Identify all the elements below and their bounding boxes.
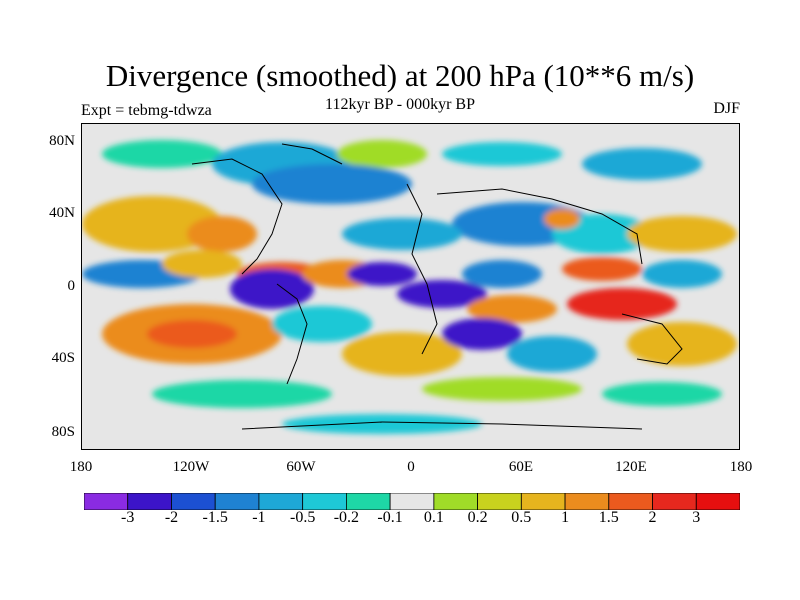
colorbar-label: 2 — [648, 509, 657, 526]
colorbar-swatch — [345, 493, 391, 510]
lon-tick-180w: 180 — [69, 459, 93, 475]
colorbar-label: 1 — [561, 509, 570, 526]
colorbar-swatch — [608, 493, 653, 510]
lon-tick-120e: 120E — [615, 459, 647, 475]
map-panel — [81, 123, 740, 450]
colorbar-swatch — [520, 493, 566, 510]
colorbar-label: -3 — [121, 509, 135, 526]
lon-tick-0: 0 — [407, 459, 415, 475]
colorbar-label: 0.2 — [467, 509, 488, 526]
colorbar-label: 3 — [692, 509, 701, 526]
lon-tick-60e: 60E — [508, 459, 534, 475]
lat-tick-80s: 80S — [51, 424, 75, 440]
colorbar-label: -0.2 — [333, 509, 360, 526]
colorbar-swatch — [214, 493, 260, 510]
lon-tick-180e: 180 — [729, 459, 753, 475]
lat-tick-0: 0 — [67, 278, 76, 294]
colorbar-label: 1.5 — [598, 509, 619, 526]
experiment-label: Expt = tebmg-tdwza — [81, 102, 212, 119]
lon-tick-120w: 120W — [172, 459, 210, 475]
lat-tick-40n: 40N — [49, 205, 75, 221]
divergence-map — [82, 124, 739, 449]
lon-tick-60w: 60W — [286, 459, 316, 475]
lat-tick-80n: 80N — [49, 133, 75, 149]
colorbar-swatch — [258, 493, 304, 510]
season-label: DJF — [713, 100, 740, 117]
colorbar-label: 0.1 — [423, 509, 444, 526]
colorbar-swatch — [84, 493, 129, 510]
colorbar-label: -0.1 — [377, 509, 403, 526]
colorbar-swatch — [564, 493, 610, 510]
chart-title: Divergence (smoothed) at 200 hPa (10**6 … — [105, 58, 695, 93]
colorbar-swatch — [127, 493, 172, 510]
colorbar-swatch — [171, 493, 216, 510]
colorbar-swatch — [477, 493, 522, 510]
colorbar-swatch — [652, 493, 697, 510]
coastlines — [191, 143, 683, 430]
colorbar-swatch — [433, 493, 478, 510]
colorbar-label: -0.5 — [290, 509, 316, 526]
colorbar — [84, 493, 740, 510]
colorbar-label: 0.5 — [511, 509, 532, 526]
lat-tick-40s: 40S — [51, 350, 75, 366]
colorbar-label: -2 — [164, 509, 179, 526]
colorbar-swatch — [302, 493, 347, 510]
colorbar-label: -1 — [252, 509, 266, 526]
period-label: 112kyr BP - 000kyr BP — [325, 96, 475, 113]
colorbar-swatch — [695, 493, 740, 510]
colorbar-swatch — [389, 493, 435, 510]
colorbar-label: -1.5 — [202, 509, 228, 526]
